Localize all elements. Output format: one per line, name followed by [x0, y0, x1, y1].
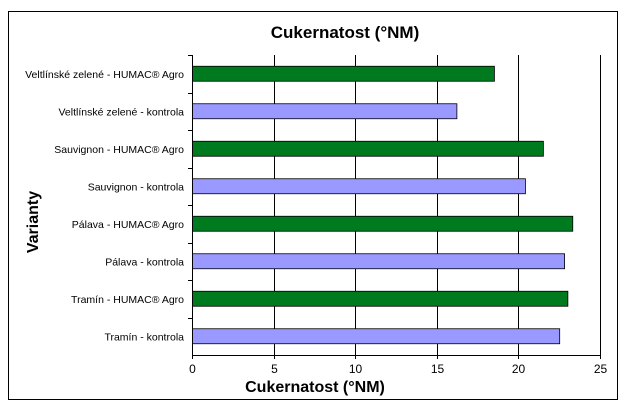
category-labels: Veltlínské zelené - HUMAC® Agro Veltlínsk…	[25, 69, 184, 344]
y-axis-title: Varianty	[25, 191, 42, 253]
category-label-5: Pálava - HUMAC® Agro	[72, 219, 184, 231]
x-tick-label-25: 25	[594, 362, 608, 376]
bar-5	[192, 215, 574, 232]
x-tick-label-10: 10	[349, 362, 363, 376]
x-tick-labels: 0 5 10 15 20 25	[189, 362, 607, 376]
x-tick-label-5: 5	[271, 362, 278, 376]
x-tick-label-0: 0	[189, 362, 196, 376]
category-label-4: Sauvignon - kontrola	[88, 181, 184, 193]
category-label-6: Pálava - kontrola	[105, 256, 184, 268]
bar-4	[192, 178, 526, 195]
bar-2	[192, 103, 458, 120]
bar-6	[192, 253, 565, 270]
category-label-7: Tramín - HUMAC® Agro	[71, 294, 184, 306]
category-label-8: Tramín - kontrola	[104, 331, 184, 343]
category-label-3: Sauvignon - HUMAC® Agro	[54, 144, 184, 156]
category-label-2: Veltlínské zelené - kontrola	[59, 106, 185, 118]
axes	[188, 55, 601, 359]
bar-8	[192, 328, 561, 345]
bar-1	[192, 65, 495, 82]
bar-3	[192, 140, 544, 157]
x-tick-label-15: 15	[431, 362, 445, 376]
x-tick-label-20: 20	[512, 362, 526, 376]
bar-7	[192, 290, 569, 307]
category-label-1: Veltlínské zelené - HUMAC® Agro	[25, 69, 184, 81]
x-axis-title: Cukernatost (°NM)	[245, 379, 385, 396]
bars	[192, 65, 574, 345]
chart-title: Cukernatost (°NM)	[271, 23, 419, 42]
